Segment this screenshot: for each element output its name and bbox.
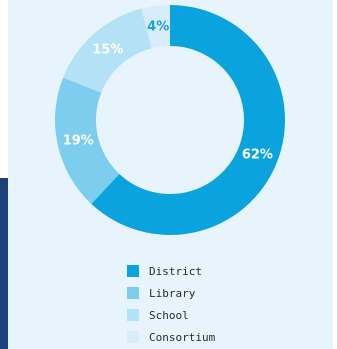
legend-swatch <box>127 287 139 299</box>
slice-label-district: 62% <box>242 148 273 163</box>
legend-item-consortium: Consortium <box>127 326 215 348</box>
slice-label-consortium: 4% <box>147 20 169 35</box>
legend-swatch <box>127 309 139 321</box>
legend-item-district: District <box>127 260 215 282</box>
legend-label: Library <box>149 286 196 300</box>
legend-item-library: Library <box>127 282 215 304</box>
donut-slice-school <box>63 8 152 93</box>
legend-swatch <box>127 331 139 343</box>
chart-panel <box>8 0 333 349</box>
slice-label-library: 19% <box>63 134 94 149</box>
left-edge-bar <box>0 178 8 349</box>
legend-label: Consortium <box>149 330 216 344</box>
donut-slice-library <box>54 77 120 204</box>
donut-slice-district <box>91 5 286 236</box>
donut-slice-consortium <box>141 5 170 49</box>
legend-item-school: School <box>127 304 215 326</box>
slice-label-school: 15% <box>92 42 123 57</box>
legend-label: School <box>149 308 189 322</box>
legend-swatch <box>127 265 139 277</box>
legend-label: District <box>149 264 202 278</box>
chart-legend: District Library School Consortium <box>127 260 215 348</box>
